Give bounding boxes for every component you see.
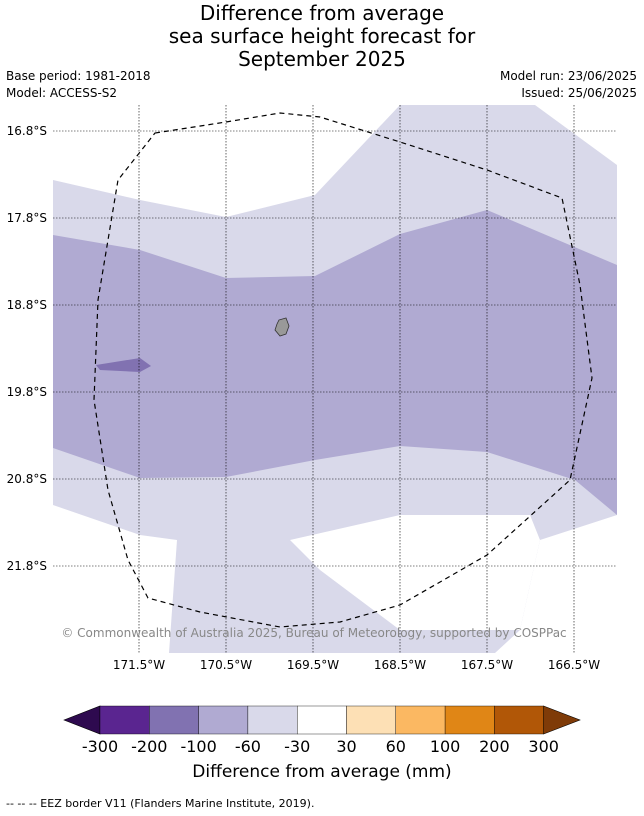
map-title-line-3: September 2025 bbox=[238, 47, 406, 71]
base-period-label: Base period: 1981-2018 bbox=[6, 69, 151, 83]
colorbar-segment bbox=[99, 705, 150, 735]
colorbar-segment bbox=[149, 705, 199, 735]
colorbar-segment bbox=[346, 705, 396, 735]
colorbar-tick-label: -200 bbox=[131, 737, 168, 756]
lon-tick-label: 167.5°W bbox=[461, 658, 513, 672]
model-run-label: Model run: 23/06/2025 bbox=[499, 69, 637, 83]
island-land bbox=[274, 317, 290, 337]
lat-tick-label: 21.8°S bbox=[7, 559, 47, 573]
anomaly-band-medium bbox=[53, 210, 617, 515]
colorbar-tick-label: 30 bbox=[336, 737, 357, 756]
anomaly-patch-dark bbox=[96, 358, 151, 372]
colorbar-extend-low bbox=[63, 705, 101, 735]
lat-tick-label: 17.8°S bbox=[7, 211, 47, 225]
colorbar-segment bbox=[444, 705, 495, 735]
colorbar-tick-label: -60 bbox=[234, 737, 261, 756]
lat-tick-label: 16.8°S bbox=[7, 124, 47, 138]
eez-border bbox=[93, 112, 593, 628]
copyright-text: © Commonwealth of Australia 2025, Bureau… bbox=[61, 626, 566, 640]
issued-label: Issued: 25/06/2025 bbox=[521, 86, 637, 100]
lon-tick-label: 170.5°W bbox=[200, 658, 252, 672]
colorbar-tick-label: 200 bbox=[479, 737, 510, 756]
colorbar-tick-label: -30 bbox=[284, 737, 311, 756]
colorbar-segment bbox=[494, 705, 544, 735]
model-label: Model: ACCESS-S2 bbox=[6, 86, 118, 100]
lat-tick-label: 19.8°S bbox=[7, 385, 47, 399]
colorbar-segment bbox=[395, 705, 446, 735]
colorbar-title: Difference from average (mm) bbox=[192, 762, 452, 782]
colorbar-tick-label: -100 bbox=[180, 737, 217, 756]
lon-tick-label: 168.5°W bbox=[374, 658, 426, 672]
lon-tick-label: 171.5°W bbox=[113, 658, 165, 672]
lon-tick-label: 166.5°W bbox=[548, 658, 600, 672]
eez-legend-text: -- -- -- EEZ border V11 (Flanders Marine… bbox=[6, 797, 315, 810]
map-title-line-2: sea surface height forecast for bbox=[168, 24, 476, 48]
colorbar-tick-label: -300 bbox=[81, 737, 119, 756]
colorbar-tick-label: 100 bbox=[429, 737, 461, 756]
lon-tick-label: 169.5°W bbox=[287, 658, 339, 672]
colorbar-segment bbox=[198, 705, 249, 735]
colorbar-segment bbox=[297, 705, 347, 735]
anomaly-area-white bbox=[290, 515, 540, 630]
colorbar-extend-high bbox=[543, 705, 581, 735]
colorbar-segment bbox=[247, 705, 298, 735]
lat-tick-label: 18.8°S bbox=[7, 298, 47, 312]
map-title-line-1: Difference from average bbox=[199, 1, 445, 25]
colorbar-tick-label: 300 bbox=[528, 737, 559, 756]
lat-tick-label: 20.8°S bbox=[7, 472, 47, 486]
colorbar bbox=[63, 705, 581, 735]
map-panel bbox=[53, 105, 617, 653]
colorbar-tick-label: 60 bbox=[385, 737, 406, 756]
